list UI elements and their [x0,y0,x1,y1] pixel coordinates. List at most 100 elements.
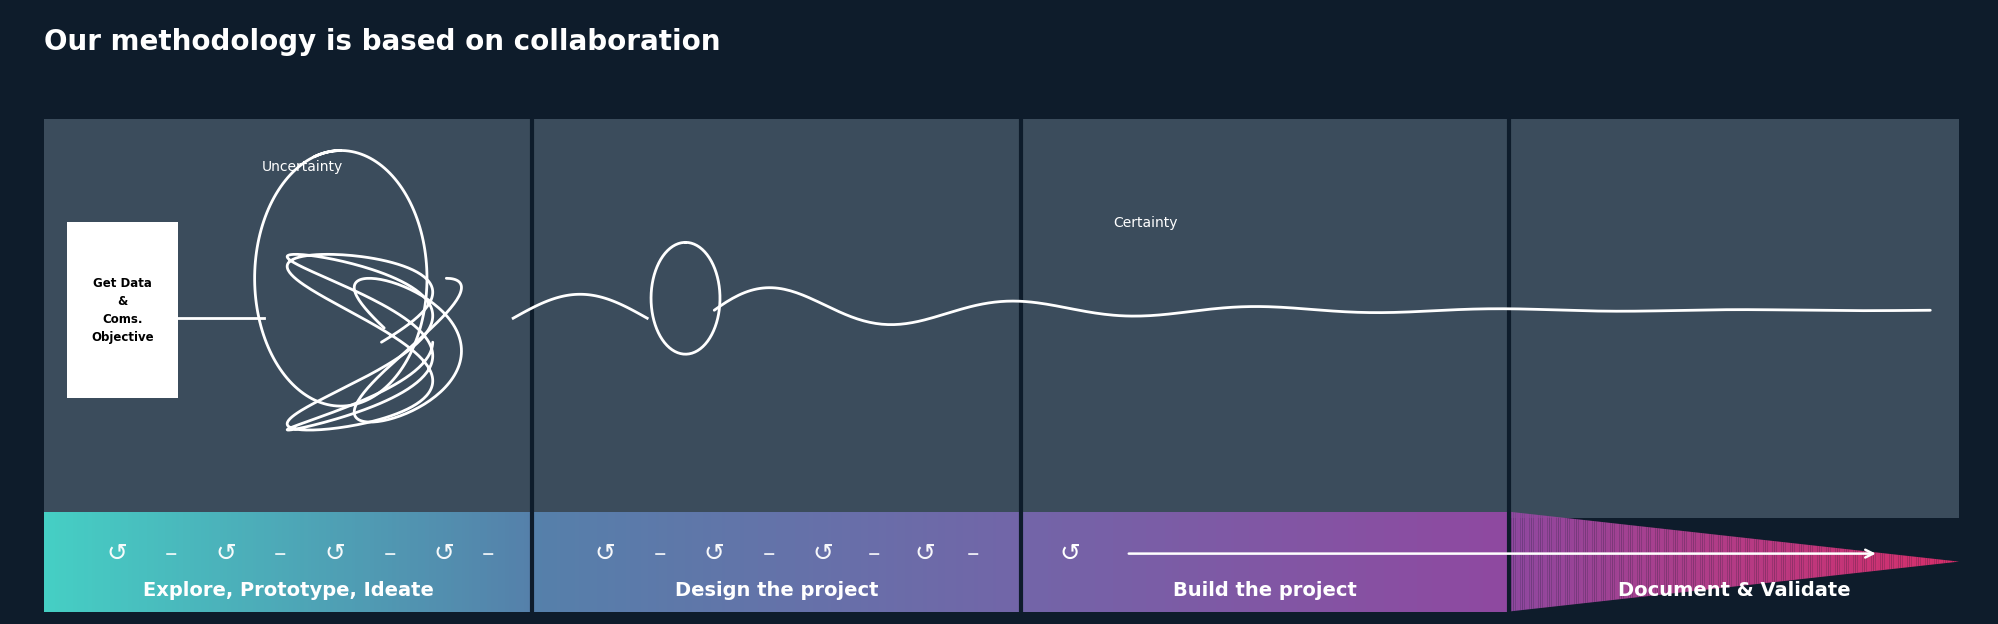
Bar [949,512,951,612]
Bar [378,512,382,612]
Bar [1237,512,1241,612]
Bar [256,512,260,612]
Polygon shape [1954,561,1956,562]
Bar [809,512,813,612]
Polygon shape [1558,517,1560,606]
Polygon shape [1758,539,1760,584]
Bar [597,512,599,612]
Polygon shape [1928,558,1930,565]
Polygon shape [1826,547,1828,577]
Bar [765,512,769,612]
Bar [1311,512,1315,612]
Polygon shape [1632,525,1634,598]
Bar [703,512,707,612]
Bar [1439,512,1443,612]
Polygon shape [1568,519,1570,605]
Polygon shape [1796,544,1798,580]
Bar [110,512,114,612]
Bar [1307,512,1311,612]
Bar [699,512,703,612]
Bar [70,512,74,612]
Bar [509,512,513,612]
Bar [1241,512,1245,612]
Bar [278,512,282,612]
Bar [1369,512,1373,612]
Bar [202,512,206,612]
Bar [1139,512,1143,612]
Polygon shape [1560,517,1562,606]
Bar [1395,512,1399,612]
Polygon shape [1690,532,1692,592]
Polygon shape [1674,530,1676,593]
Bar [1091,512,1095,612]
Bar [907,512,911,612]
Bar [476,512,480,612]
Bar [1043,512,1047,612]
Bar [374,512,378,612]
Bar [1215,512,1219,612]
Polygon shape [1908,556,1910,567]
Polygon shape [1934,559,1936,564]
Bar [1099,512,1101,612]
Bar [773,512,775,612]
FancyBboxPatch shape [66,222,178,398]
Text: ↺: ↺ [593,542,615,565]
Bar [1281,512,1285,612]
Bar [1253,512,1255,612]
Bar [216,512,220,612]
Polygon shape [1784,542,1786,581]
Polygon shape [1514,512,1516,611]
Polygon shape [1820,547,1822,577]
Bar [252,512,256,612]
Polygon shape [1922,558,1924,565]
Bar [1293,512,1297,612]
Polygon shape [1900,555,1902,568]
Polygon shape [1542,515,1544,608]
Polygon shape [1746,538,1748,585]
Polygon shape [1810,545,1812,578]
Bar [370,512,374,612]
Polygon shape [1642,527,1646,597]
Polygon shape [1652,528,1654,595]
Polygon shape [1636,526,1638,597]
Bar [537,512,541,612]
Bar [813,512,817,612]
Polygon shape [1866,552,1868,572]
Polygon shape [1682,531,1684,592]
Bar [713,512,717,612]
Bar [841,512,845,612]
Bar [92,512,96,612]
Bar [164,512,168,612]
Bar [48,512,52,612]
Bar [1473,512,1475,612]
Bar [615,512,619,612]
Bar [1479,512,1483,612]
Polygon shape [1740,537,1742,586]
Bar [1081,512,1083,612]
Bar [172,512,176,612]
Bar [322,512,326,612]
Polygon shape [1780,542,1782,582]
Bar [304,512,308,612]
Polygon shape [1756,539,1758,584]
Polygon shape [1712,534,1714,589]
Bar [973,512,977,612]
Bar [835,512,839,612]
Bar [801,512,805,612]
Bar [1037,512,1039,612]
Bar [1359,512,1363,612]
Bar [150,512,154,612]
Bar [581,512,585,612]
Polygon shape [1768,540,1772,583]
Polygon shape [1564,518,1566,605]
Bar [593,512,597,612]
Bar [673,512,677,612]
Bar [955,512,959,612]
Bar [577,512,581,612]
Polygon shape [1766,540,1768,583]
Bar [348,512,352,612]
Polygon shape [1640,527,1642,597]
Polygon shape [1516,513,1518,610]
Polygon shape [1540,515,1542,608]
Bar [857,512,861,612]
